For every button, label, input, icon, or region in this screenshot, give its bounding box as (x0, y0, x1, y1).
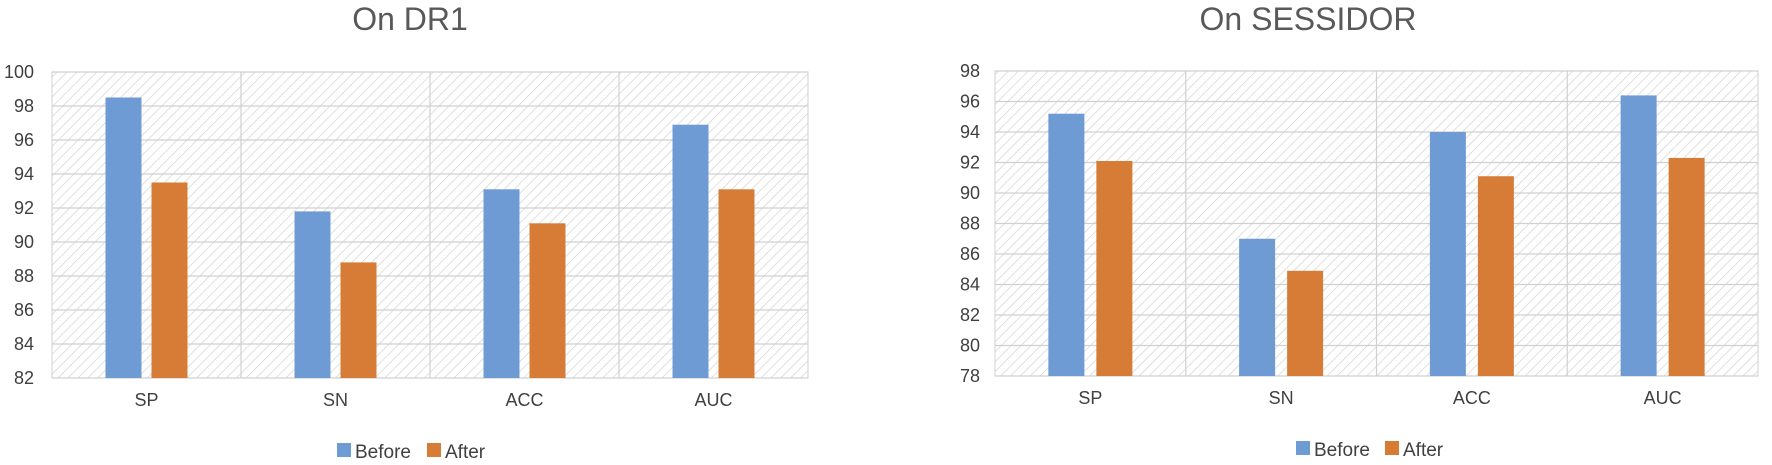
bar-after-sn (1287, 270, 1324, 376)
legend-swatch-before (1296, 441, 1310, 455)
y-axis-ticks: 82 84 86 88 90 92 94 96 98 100 (4, 62, 34, 388)
y-tick-label: 84 (960, 275, 980, 295)
bar-before-acc (483, 189, 520, 378)
y-tick-label: 90 (14, 232, 34, 252)
bar-before-auc (672, 124, 709, 378)
x-category-label: AUC (1644, 388, 1682, 408)
bar-before-sn (1239, 238, 1276, 376)
legend-label-after: After (445, 442, 486, 463)
bar-after-acc (1477, 176, 1514, 376)
x-category-label: AUC (694, 390, 732, 410)
y-tick-label: 88 (14, 266, 34, 286)
legend-swatch-before (337, 443, 351, 457)
bars (105, 97, 755, 378)
y-tick-label: 82 (960, 305, 980, 325)
bar-before-auc (1620, 95, 1657, 377)
chart-title: On DR1 (352, 1, 468, 37)
y-tick-label: 78 (960, 366, 980, 386)
y-tick-label: 84 (14, 334, 34, 354)
y-axis-ticks: 78 80 82 84 86 88 90 92 94 96 98 (960, 61, 980, 386)
x-category-label: SN (1269, 388, 1294, 408)
x-category-label: SP (1078, 388, 1102, 408)
y-tick-label: 80 (960, 336, 980, 356)
bar-before-sn (294, 211, 331, 378)
bar-before-sp (1048, 113, 1085, 376)
y-tick-label: 92 (960, 153, 980, 173)
legend-label-after: After (1403, 440, 1444, 461)
chart-sessidor: On SESSIDOR 78 80 82 84 86 88 90 92 94 96 98 SP SN A… (960, 1, 1759, 461)
bar-before-sp (105, 97, 142, 378)
x-category-label: ACC (1453, 388, 1491, 408)
x-category-label: SN (323, 390, 348, 410)
x-axis-labels: SP SN ACC AUC (1078, 388, 1681, 408)
legend-label-before: Before (355, 442, 411, 463)
legend-swatch-after (427, 443, 441, 457)
bar-after-auc (1668, 157, 1705, 376)
x-category-label: ACC (505, 390, 543, 410)
y-tick-label: 86 (960, 244, 980, 264)
y-tick-label: 94 (960, 122, 980, 142)
y-tick-label: 98 (14, 96, 34, 116)
legend: Before After (337, 442, 486, 463)
y-tick-label: 96 (960, 92, 980, 112)
legend-label-before: Before (1314, 440, 1370, 461)
y-tick-label: 82 (14, 368, 34, 388)
y-tick-label: 100 (4, 62, 34, 82)
y-tick-label: 86 (14, 300, 34, 320)
y-tick-label: 88 (960, 214, 980, 234)
bar-after-sn (340, 262, 377, 378)
bar-after-acc (529, 223, 566, 378)
bar-after-sp (1096, 160, 1133, 376)
bars (1048, 95, 1705, 377)
y-tick-label: 98 (960, 61, 980, 81)
x-category-label: SP (134, 390, 158, 410)
legend: Before After (1296, 440, 1444, 461)
chart-title: On SESSIDOR (1200, 1, 1417, 37)
x-axis-labels: SP SN ACC AUC (134, 390, 732, 410)
y-tick-label: 94 (14, 164, 34, 184)
y-tick-label: 90 (960, 183, 980, 203)
bar-after-sp (151, 182, 188, 378)
y-tick-label: 96 (14, 130, 34, 150)
bar-before-acc (1429, 132, 1466, 376)
legend-swatch-after (1385, 441, 1399, 455)
bar-after-auc (718, 189, 755, 378)
y-tick-label: 92 (14, 198, 34, 218)
